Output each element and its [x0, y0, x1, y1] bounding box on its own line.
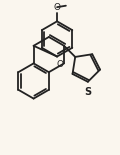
- Text: O: O: [54, 3, 61, 12]
- Text: S: S: [84, 87, 91, 97]
- Text: O: O: [57, 60, 64, 69]
